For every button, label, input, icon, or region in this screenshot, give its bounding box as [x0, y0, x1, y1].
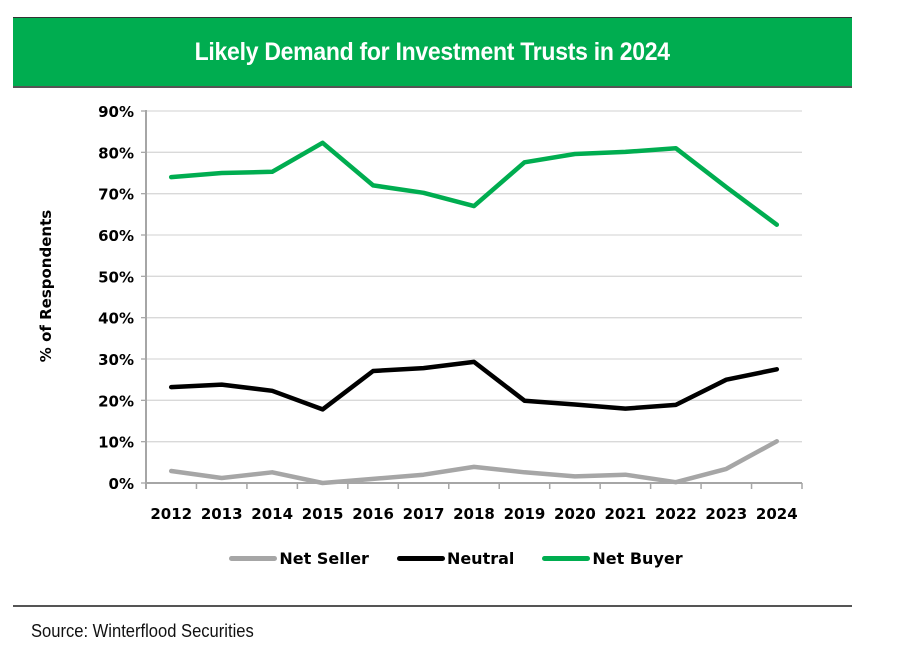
x-tick-label: 2018: [453, 505, 495, 523]
x-tick-label: 2023: [705, 505, 747, 523]
y-tick-label: 60%: [98, 227, 134, 245]
gridlines: [141, 110, 802, 484]
y-tick-label: 0%: [109, 475, 134, 493]
y-tick-label: 70%: [98, 186, 134, 204]
x-tick-label: 2014: [251, 505, 293, 523]
chart-title: Likely Demand for Investment Trusts in 2…: [194, 37, 671, 66]
y-tick-label: 50%: [98, 268, 134, 286]
x-tick-label: 2013: [201, 505, 243, 523]
chart-title-bar: Likely Demand for Investment Trusts in 2…: [13, 17, 852, 88]
x-tick-label: 2019: [504, 505, 546, 523]
axes: [145, 110, 803, 489]
legend-label: Neutral: [446, 548, 515, 568]
legend-item-net-seller: Net Seller: [229, 549, 369, 568]
x-tick-label: 2024: [756, 505, 798, 523]
x-tick-label: 2016: [352, 505, 394, 523]
y-tick-label: 80%: [98, 144, 134, 162]
legend-label: Net Buyer: [592, 548, 683, 568]
y-tick-label: 20%: [98, 392, 134, 410]
x-tick-label: 2022: [655, 505, 697, 523]
footer-divider: [13, 605, 852, 607]
series-line-net-buyer: [168, 140, 780, 227]
y-tick-label: 10%: [98, 434, 134, 452]
source-note: Source: Winterflood Securities: [31, 621, 254, 641]
y-axis-title: % of Respondents: [37, 210, 55, 362]
y-tick-label: 90%: [98, 103, 134, 121]
x-tick-label: 2012: [150, 505, 192, 523]
legend-swatch: [229, 555, 278, 561]
legend-label: Net Seller: [279, 548, 369, 568]
legend-swatch: [396, 555, 445, 561]
series-line-neutral: [168, 359, 780, 412]
legend-item-net-buyer: Net Buyer: [542, 548, 683, 568]
legend-swatch: [542, 555, 591, 561]
x-tick-label: 2020: [554, 505, 596, 523]
y-tick-labels: 0% 10% 20% 30% 40% 50% 60% 70% 80% 90%: [98, 103, 134, 493]
legend: Net Seller Neutral Net Buyer: [0, 545, 900, 571]
y-tick-label: 40%: [98, 310, 134, 328]
x-tick-label: 2015: [302, 505, 344, 523]
x-tick-labels: 2012 2013 2014 2015 2016 2017 2018 2019 2020 2021…: [150, 505, 797, 523]
y-tick-label: 30%: [98, 351, 134, 369]
x-tick-label: 2021: [605, 505, 647, 523]
legend-item-neutral: Neutral: [396, 548, 515, 568]
series-line-net-seller: [168, 439, 780, 486]
series-lines: [168, 140, 780, 486]
x-tick-label: 2017: [403, 505, 445, 523]
